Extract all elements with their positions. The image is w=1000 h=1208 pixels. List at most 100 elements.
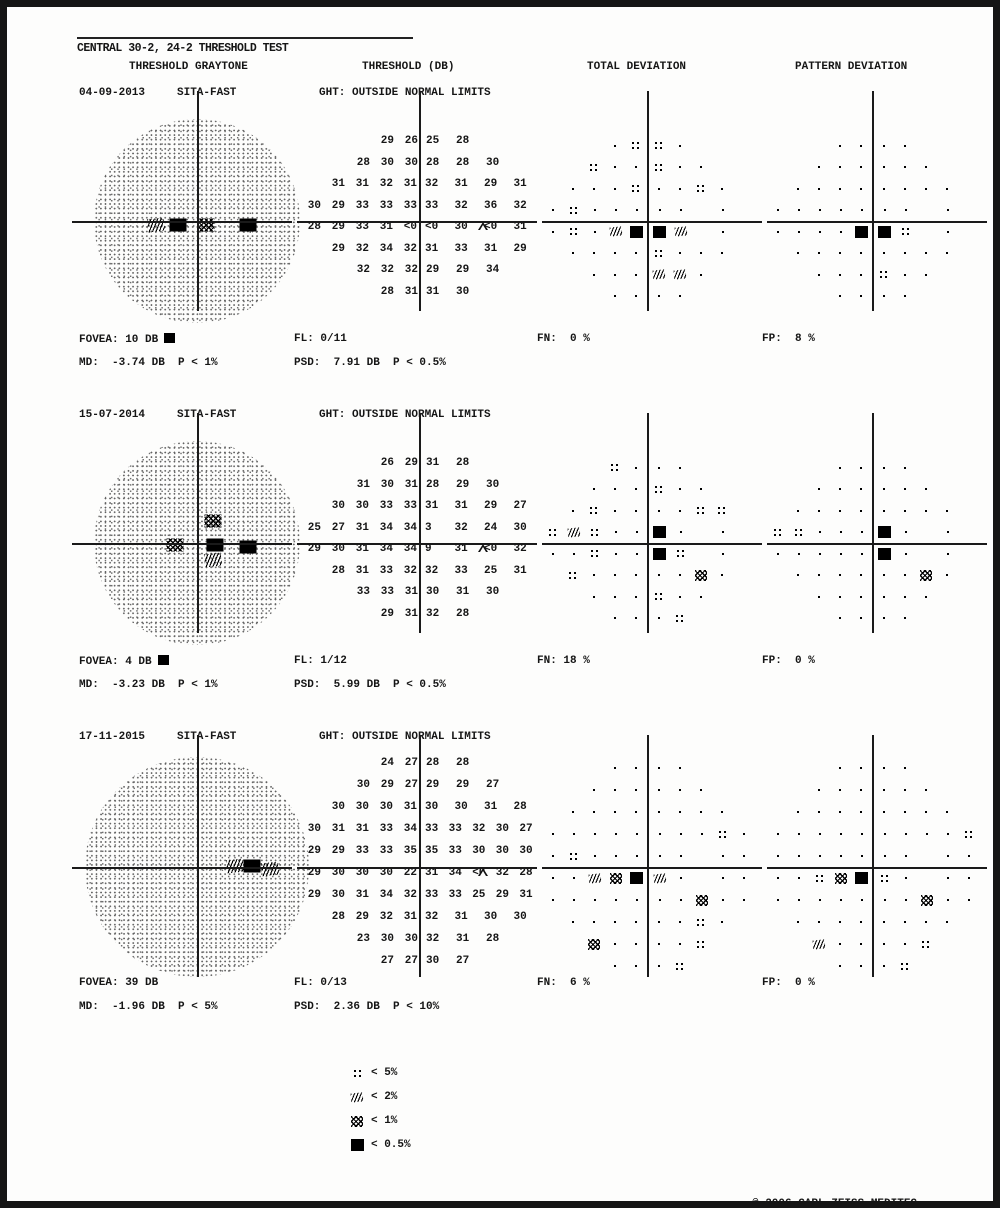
threshold-value: 31: [454, 911, 468, 923]
dev-symbol: [690, 933, 711, 955]
dot-symbol: [613, 811, 616, 813]
empty-cell: [691, 543, 712, 565]
threshold-value: 27: [331, 521, 345, 534]
dev-row: [542, 757, 762, 779]
dot-symbol: [882, 466, 885, 469]
dot-symbol: [817, 273, 820, 276]
stat-md: MD: -1.96 DB P < 5%: [79, 1001, 218, 1013]
dot-symbol: [551, 899, 554, 901]
dot-symbol: [592, 488, 595, 491]
dev-symbol: [583, 565, 604, 587]
dot-symbol: [613, 921, 616, 923]
row-left-half: [542, 565, 646, 587]
dev-symbol: [690, 264, 711, 286]
threshold-value: 34: [379, 889, 393, 901]
threshold-row: 28 30 30 28 28 30: [297, 157, 537, 179]
graytone-panel: [72, 735, 309, 977]
threshold-value: 30: [307, 823, 321, 835]
threshold-value: 31: [455, 933, 470, 945]
th-rows: 26 29 31 28 31 30 31 28 29 30 30 30 33 33 31 31 29 27 25 27…: [297, 429, 537, 629]
dev-symbol: [648, 779, 669, 801]
dot-symbol: [882, 811, 885, 813]
row-right-half: 9 31 <0 32: [417, 543, 537, 565]
row-right-half: [646, 500, 762, 522]
threshold-value: 32: [356, 264, 370, 276]
dot-symbol: [657, 187, 660, 190]
dev-symbol: [563, 543, 584, 565]
p05-symbol: [630, 872, 643, 884]
threshold-value: 24: [380, 757, 394, 769]
dot-symbol: [742, 899, 745, 901]
threshold-value: 28: [425, 478, 440, 491]
threshold-value: 29: [380, 135, 394, 147]
dev-symbol: [691, 889, 712, 911]
row-left-half: [542, 845, 647, 867]
dot-symbol: [551, 552, 554, 555]
dot-symbol: [883, 833, 886, 835]
dev-symbol: [873, 801, 894, 823]
dev-symbol: [873, 479, 894, 501]
dev-symbol: [850, 479, 871, 501]
threshold-panel: 24 27 28 28 30 29 27 29 29 27 30 30 30 31 30 30 31 28 30 31…: [297, 735, 537, 977]
dev-symbol: [873, 933, 894, 955]
row-left-half: 28 30 30: [297, 157, 418, 179]
dot-symbol: [838, 273, 841, 276]
threshold-panel: 29 26 25 28 28 30 30 28 28 30 31 31 32 31 32 31 29 31 30 29…: [297, 91, 537, 311]
dot-symbol: [572, 899, 575, 901]
dev-symbol: [829, 135, 850, 157]
dot-symbol: [634, 595, 637, 598]
dot-symbol: [613, 144, 616, 147]
dev-symbol: [894, 801, 915, 823]
th-rows: 29 26 25 28 28 30 30 28 28 30 31 31 32 31 32 31 29 31 30 29…: [297, 107, 537, 307]
p5-symbol: [590, 163, 597, 171]
dot-symbol: [571, 187, 574, 190]
dev-symbol: [605, 867, 626, 889]
dot-symbol: [699, 166, 702, 169]
dev-symbol: [584, 823, 605, 845]
dev-symbol: [894, 500, 915, 522]
horizontal-axis: [542, 221, 762, 223]
dev-symbol: [733, 867, 754, 889]
dot-symbol: [838, 574, 841, 577]
dev-symbol: [712, 867, 733, 889]
dot-symbol: [882, 509, 885, 512]
dev-symbol: [851, 845, 872, 867]
row-right-half: 33 32 36 32: [417, 200, 537, 222]
dot-symbol: [882, 617, 885, 620]
threshold-value: 30: [404, 156, 418, 169]
vertical-axis: [872, 735, 874, 977]
threshold-value: 33: [379, 823, 393, 835]
stat-psd: PSD: 7.91 DB P < 0.5%: [294, 357, 446, 369]
dev-symbol: [850, 565, 871, 587]
dot-symbol: [634, 252, 637, 255]
dot-symbol: [838, 767, 841, 769]
p5-symbol: [655, 163, 662, 171]
threshold-value: 30: [485, 478, 500, 491]
p5-symbol: [632, 185, 639, 193]
dev-symbol: [626, 522, 647, 544]
dev-symbol: [669, 608, 690, 630]
dot-symbol: [838, 466, 841, 469]
dot-symbol: [551, 209, 554, 212]
dev-symbol: [562, 243, 583, 265]
p05-symbol: [878, 526, 891, 539]
row-left-half: [542, 157, 646, 179]
dev-symbol: [604, 565, 625, 587]
dot-symbol: [838, 965, 841, 967]
row-left-half: [542, 479, 646, 501]
dot-symbol: [797, 899, 800, 901]
dot-symbol: [903, 617, 906, 620]
dot-symbol: [592, 811, 595, 813]
threshold-value: 32: [403, 889, 417, 901]
p1-symbol: [609, 872, 622, 884]
dot-symbol: [859, 295, 862, 298]
legend-label: < 5%: [371, 1067, 398, 1079]
threshold-row: 28 29 32 31 32 31 30 30: [297, 911, 537, 933]
dev-row: [767, 867, 987, 889]
dev-symbol: [690, 479, 711, 501]
dev-symbol: [894, 933, 915, 955]
legend-label: < 2%: [371, 1091, 398, 1103]
row-right-half: 31 28: [418, 457, 537, 479]
dev-symbol: [873, 457, 894, 479]
dev-symbol: [915, 586, 936, 608]
